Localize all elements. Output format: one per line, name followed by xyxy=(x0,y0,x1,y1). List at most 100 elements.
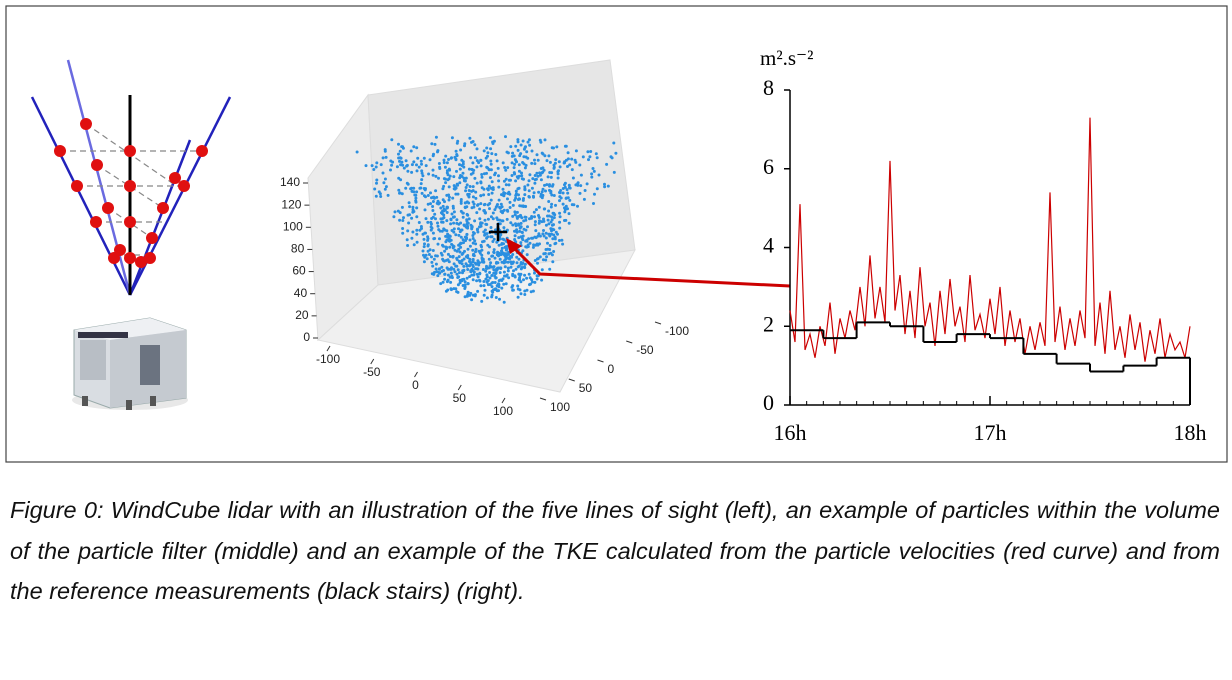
particle xyxy=(452,262,456,266)
particle xyxy=(563,208,567,212)
particle xyxy=(511,214,515,218)
particle xyxy=(462,268,466,272)
particle xyxy=(497,279,501,283)
particle xyxy=(549,205,553,209)
particle xyxy=(540,278,544,282)
particle xyxy=(519,292,523,296)
particle xyxy=(448,239,452,243)
particle xyxy=(507,183,511,187)
particle xyxy=(523,193,527,197)
particle xyxy=(397,142,400,146)
particle xyxy=(552,216,556,220)
y-tick-label: -100 xyxy=(665,324,689,338)
particle xyxy=(494,276,498,280)
particle xyxy=(476,275,480,279)
particle xyxy=(546,247,550,251)
particle xyxy=(397,152,400,156)
particle xyxy=(401,231,405,235)
particle xyxy=(460,252,464,256)
particle xyxy=(558,191,561,194)
particle xyxy=(451,196,455,200)
particle xyxy=(500,246,504,250)
particle xyxy=(533,162,537,166)
particle xyxy=(461,215,465,219)
particle xyxy=(432,152,435,156)
particle xyxy=(506,192,510,195)
particle xyxy=(513,198,517,202)
particle xyxy=(558,226,562,230)
particle xyxy=(399,163,403,167)
particle xyxy=(441,220,445,224)
particle xyxy=(409,149,413,153)
particle xyxy=(527,272,531,276)
particle xyxy=(479,222,482,226)
particle xyxy=(493,281,497,284)
particle xyxy=(552,223,555,227)
particle xyxy=(449,222,453,226)
particle xyxy=(485,146,489,150)
particle xyxy=(483,218,487,222)
particle xyxy=(379,195,383,198)
particle xyxy=(507,178,511,182)
particle xyxy=(534,208,538,212)
particle xyxy=(469,172,473,176)
particle xyxy=(479,158,483,162)
particle xyxy=(491,142,495,145)
particle xyxy=(564,158,568,162)
particle xyxy=(521,261,525,265)
particle xyxy=(499,233,503,237)
particle xyxy=(488,176,492,180)
particle xyxy=(485,223,489,226)
particle xyxy=(543,138,547,142)
particle xyxy=(567,212,571,216)
particle xyxy=(426,220,430,224)
particle xyxy=(558,215,562,219)
particle xyxy=(476,230,480,234)
particle xyxy=(496,252,500,256)
particle xyxy=(459,235,463,239)
particle xyxy=(566,165,569,168)
particle xyxy=(532,210,536,214)
particle xyxy=(417,165,421,169)
particle xyxy=(468,244,472,248)
particle xyxy=(426,238,430,242)
particle xyxy=(513,234,517,238)
particle xyxy=(506,166,510,170)
particle xyxy=(502,179,506,183)
particle xyxy=(448,255,452,258)
particle xyxy=(470,273,474,277)
particle xyxy=(494,205,498,209)
particle xyxy=(460,278,464,281)
particle xyxy=(545,255,549,259)
particle xyxy=(454,158,458,162)
particle xyxy=(453,270,457,274)
particle xyxy=(489,147,493,151)
particle xyxy=(434,267,438,271)
particle xyxy=(364,164,368,168)
particle xyxy=(503,191,507,195)
particle xyxy=(485,171,488,175)
particle xyxy=(439,282,443,286)
particle xyxy=(422,245,426,249)
particle xyxy=(398,156,402,160)
particle xyxy=(512,166,516,170)
particle xyxy=(471,234,475,237)
particle xyxy=(552,194,556,197)
particle xyxy=(556,176,560,180)
particle xyxy=(477,249,481,253)
particle xyxy=(463,283,467,287)
particle xyxy=(449,287,453,291)
particle xyxy=(466,268,470,271)
particle xyxy=(382,181,386,185)
particle xyxy=(373,187,377,191)
particle xyxy=(521,139,525,143)
particle xyxy=(538,234,542,238)
particle xyxy=(538,173,542,177)
particle xyxy=(507,276,511,280)
particle xyxy=(474,190,478,194)
particle xyxy=(420,162,423,166)
particle xyxy=(506,151,510,155)
particle xyxy=(530,161,534,165)
particle xyxy=(441,204,445,208)
particle xyxy=(466,193,470,197)
